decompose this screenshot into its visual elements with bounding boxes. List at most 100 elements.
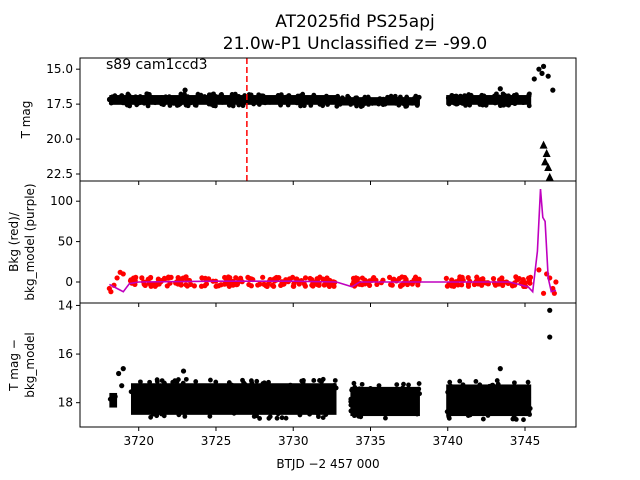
bkg-point bbox=[490, 276, 497, 282]
data-point bbox=[134, 405, 140, 411]
data-point bbox=[125, 93, 131, 98]
bkg-point bbox=[149, 281, 155, 288]
y-axis-label-line2: bkg_model bbox=[23, 332, 37, 398]
data-point bbox=[230, 403, 236, 409]
data-point bbox=[319, 378, 324, 384]
bkg-point bbox=[415, 282, 421, 288]
data-point bbox=[230, 399, 236, 405]
data-point bbox=[232, 407, 238, 412]
data-point bbox=[283, 390, 289, 396]
data-point bbox=[449, 402, 455, 408]
data-point bbox=[295, 93, 301, 99]
bkg-point bbox=[246, 281, 252, 288]
data-point bbox=[416, 386, 422, 392]
x-tick-label: 3720 bbox=[123, 434, 154, 448]
data-point bbox=[413, 392, 419, 398]
data-point bbox=[249, 380, 255, 386]
data-point bbox=[409, 409, 414, 415]
x-tick-label: 3735 bbox=[355, 434, 386, 448]
data-point bbox=[219, 97, 225, 103]
data-point bbox=[387, 408, 393, 414]
bkg-model-line bbox=[109, 189, 557, 294]
data-point bbox=[240, 377, 245, 383]
data-point bbox=[141, 100, 147, 106]
data-point bbox=[188, 390, 194, 395]
bkg-point bbox=[108, 289, 114, 295]
data-point bbox=[154, 379, 160, 384]
data-point bbox=[254, 378, 260, 384]
data-point bbox=[376, 383, 382, 389]
data-point bbox=[166, 402, 172, 408]
x-tick-label: 3745 bbox=[510, 434, 541, 448]
data-point bbox=[481, 399, 486, 404]
data-point bbox=[253, 413, 259, 419]
y-tick-label: 22.5 bbox=[46, 167, 73, 181]
data-point bbox=[507, 385, 513, 391]
data-point bbox=[230, 103, 236, 109]
data-point bbox=[299, 378, 305, 384]
bkg-point bbox=[540, 290, 547, 296]
background-panel: 0 50 100 Bkg (red)/bkg_model (purple) bbox=[7, 180, 577, 307]
bkg-point bbox=[416, 276, 422, 282]
bkg-point bbox=[411, 277, 417, 283]
data-point bbox=[348, 402, 354, 408]
data-point bbox=[328, 389, 334, 395]
bkg-point bbox=[483, 280, 489, 286]
data-point bbox=[183, 376, 189, 382]
bkg-point bbox=[183, 282, 189, 288]
y-tick-label: 20.0 bbox=[46, 132, 73, 146]
y-tick-label: 17.5 bbox=[46, 97, 73, 111]
data-point bbox=[145, 388, 151, 394]
data-point bbox=[380, 96, 386, 102]
data-point bbox=[503, 399, 509, 405]
bkg-point bbox=[273, 274, 280, 281]
data-point bbox=[291, 98, 297, 104]
bkg-point bbox=[120, 271, 126, 277]
data-point bbox=[284, 405, 289, 411]
y-tick-label: 15.0 bbox=[46, 62, 73, 76]
data-point bbox=[120, 100, 126, 106]
data-point bbox=[261, 401, 267, 407]
data-point bbox=[367, 98, 373, 104]
data-point bbox=[169, 395, 174, 401]
bkg-point bbox=[257, 281, 263, 287]
data-point bbox=[307, 411, 313, 417]
bkg-point bbox=[386, 274, 393, 280]
data-point bbox=[446, 101, 452, 107]
data-point bbox=[464, 97, 470, 103]
bkg-point bbox=[130, 275, 137, 281]
bkg-point bbox=[177, 276, 184, 282]
data-point bbox=[339, 95, 345, 101]
data-point bbox=[349, 387, 355, 393]
data-point bbox=[246, 399, 252, 405]
data-point bbox=[518, 400, 523, 405]
data-point bbox=[370, 410, 376, 415]
data-point bbox=[136, 384, 142, 390]
data-point bbox=[231, 410, 237, 416]
data-point bbox=[404, 94, 410, 100]
data-point bbox=[403, 407, 409, 413]
data-point bbox=[457, 378, 463, 384]
x-tick-label: 3725 bbox=[201, 434, 232, 448]
data-point bbox=[184, 394, 190, 400]
data-point bbox=[348, 102, 354, 107]
data-point bbox=[497, 366, 503, 372]
data-point bbox=[218, 92, 224, 98]
data-point bbox=[487, 387, 492, 393]
data-point bbox=[273, 97, 279, 103]
bkg-point bbox=[233, 275, 239, 281]
bkg-point bbox=[354, 276, 360, 282]
data-point bbox=[318, 402, 324, 408]
data-point bbox=[483, 102, 489, 108]
data-point bbox=[472, 398, 478, 404]
data-point bbox=[325, 404, 331, 410]
data-point bbox=[467, 102, 473, 108]
sector-camera-annotation: s89 cam1ccd3 bbox=[106, 57, 208, 73]
data-point bbox=[335, 93, 341, 99]
data-point bbox=[278, 92, 284, 98]
data-point bbox=[192, 102, 198, 108]
bkg-point bbox=[191, 283, 197, 289]
data-point bbox=[503, 97, 509, 103]
data-point bbox=[220, 396, 226, 402]
y-axis-label: Bkg (red)/ bbox=[7, 211, 21, 272]
